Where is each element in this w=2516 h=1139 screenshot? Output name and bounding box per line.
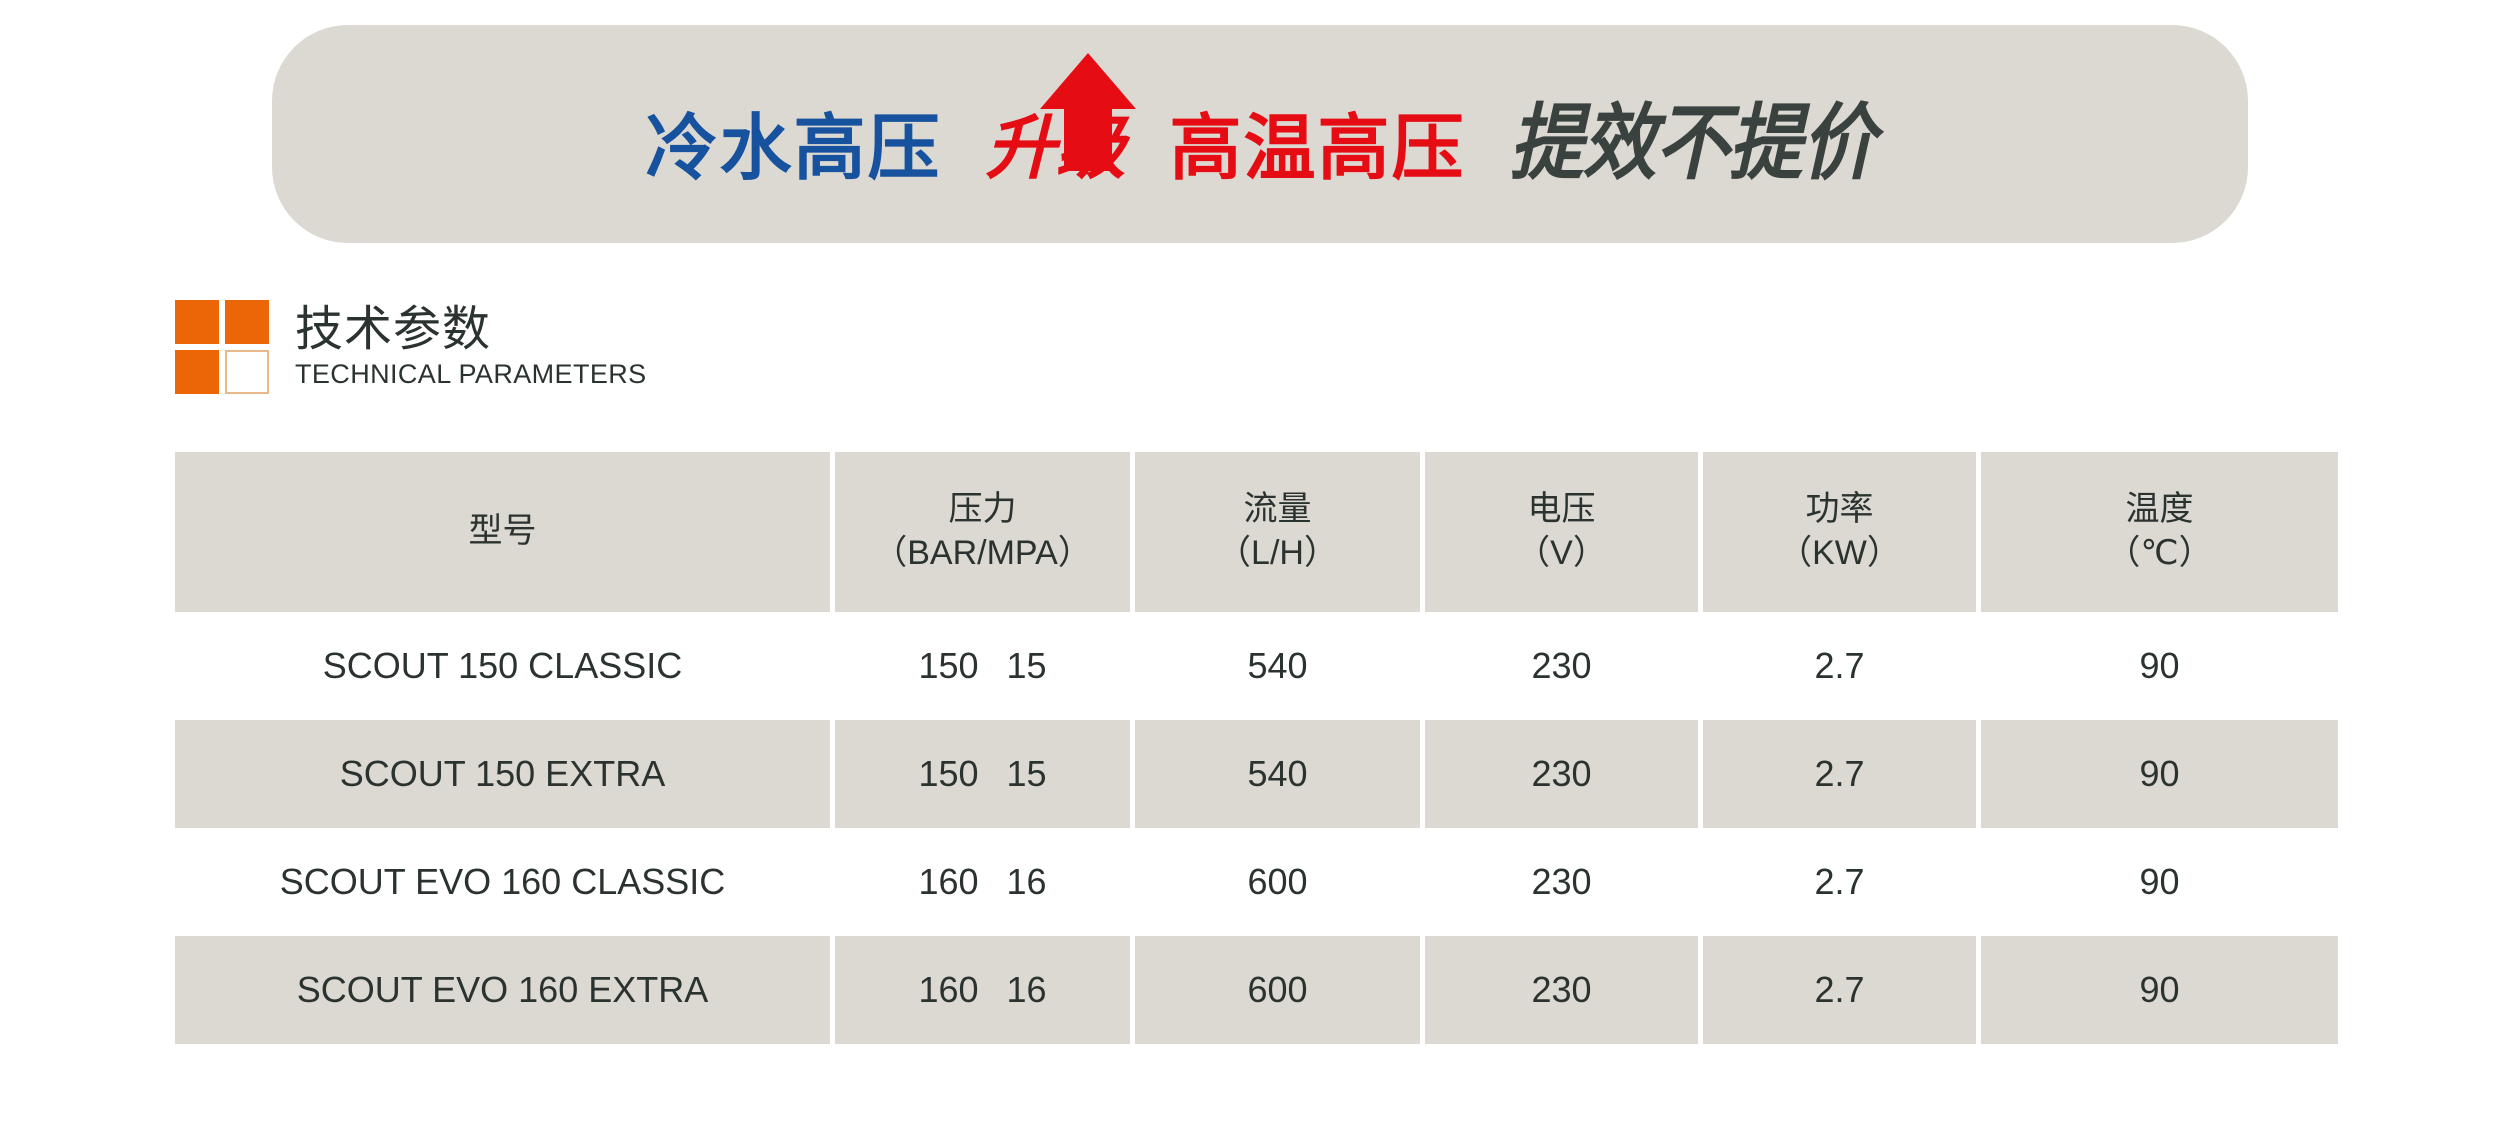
logo-square-top-left xyxy=(175,300,219,344)
banner-text-hot-water: 高温高压 xyxy=(1169,109,1466,189)
cell-voltage: 230 xyxy=(1425,936,1703,1044)
column-header-pressure-line1: 压力 xyxy=(948,490,1017,529)
cell-model: SCOUT 150 EXTRA xyxy=(175,720,835,828)
table-row: SCOUT EVO 160 CLASSIC 160 16 600 230 2.7 … xyxy=(175,828,2338,936)
cell-pressure-bar: 150 xyxy=(918,645,979,686)
banner-text-no-price-increase: 提效不提价 xyxy=(1509,96,1876,190)
column-header-temperature-line1: 温度 xyxy=(2125,490,2194,529)
cell-pressure-mpa: 15 xyxy=(1006,645,1047,686)
section-header-text: 技术参数 TECHNICAL PARAMETERS xyxy=(295,302,647,391)
cell-flow: 540 xyxy=(1135,612,1425,720)
column-header-voltage-line2: （V） xyxy=(1516,534,1607,572)
cell-pressure-mpa: 15 xyxy=(1006,753,1047,794)
cell-temperature: 90 xyxy=(1981,612,2338,720)
promo-banner: 冷水高压 升级 高温高压 提效不提价 xyxy=(272,25,2248,243)
cell-pressure: 150 15 xyxy=(835,612,1135,720)
column-header-power-line1: 功率 xyxy=(1805,490,1874,529)
cell-flow: 540 xyxy=(1135,720,1425,828)
cell-voltage: 230 xyxy=(1425,828,1703,936)
cell-temperature: 90 xyxy=(1981,720,2338,828)
column-header-pressure: 压力 （BAR/MPA） xyxy=(835,452,1135,612)
cell-power: 2.7 xyxy=(1703,612,1981,720)
column-header-pressure-line2: （BAR/MPA） xyxy=(873,534,1092,572)
table-row: SCOUT EVO 160 EXTRA 160 16 600 230 2.7 90 xyxy=(175,936,2338,1044)
cell-pressure: 150 15 xyxy=(835,720,1135,828)
column-header-temperature-line2: （℃） xyxy=(2106,534,2213,572)
cell-power: 2.7 xyxy=(1703,936,1981,1044)
cell-pressure-bar: 160 xyxy=(918,861,979,902)
section-title-en: TECHNICAL PARAMETERS xyxy=(295,359,647,390)
cell-voltage: 230 xyxy=(1425,612,1703,720)
column-header-power: 功率 （KW） xyxy=(1703,452,1981,612)
section-title-cn: 技术参数 xyxy=(295,302,492,356)
cell-pressure-mpa: 16 xyxy=(1006,969,1047,1010)
cell-pressure-mpa: 16 xyxy=(1006,861,1047,902)
column-header-flow: 流量 （L/H） xyxy=(1135,452,1425,612)
cell-temperature: 90 xyxy=(1981,936,2338,1044)
logo-square-bottom-left xyxy=(175,350,219,394)
cell-voltage: 230 xyxy=(1425,720,1703,828)
cell-model: SCOUT 150 CLASSIC xyxy=(175,612,835,720)
column-header-flow-line1: 流量 xyxy=(1243,490,1312,529)
cell-flow: 600 xyxy=(1135,828,1425,936)
cell-pressure-bar: 160 xyxy=(918,969,979,1010)
column-header-model-line1: 型号 xyxy=(468,512,537,551)
table-row: SCOUT 150 CLASSIC 150 15 540 230 2.7 90 xyxy=(175,612,2338,720)
cell-model: SCOUT EVO 160 EXTRA xyxy=(175,936,835,1044)
logo-square-top-right xyxy=(225,300,269,344)
cell-power: 2.7 xyxy=(1703,828,1981,936)
column-header-flow-line2: （L/H） xyxy=(1217,534,1338,572)
table-row: SCOUT 150 EXTRA 150 15 540 230 2.7 90 xyxy=(175,720,2338,828)
section-header: 技术参数 TECHNICAL PARAMETERS xyxy=(175,300,647,394)
cell-flow: 600 xyxy=(1135,936,1425,1044)
logo-square-bottom-right xyxy=(225,350,269,394)
column-header-power-line2: （KW） xyxy=(1778,534,1901,572)
technical-parameters-table: 型号 压力 （BAR/MPA） 流量 （L/H） 电压 （V） 功率 （KW） … xyxy=(175,452,2338,1044)
cell-pressure-bar: 150 xyxy=(918,753,979,794)
cell-pressure: 160 16 xyxy=(835,936,1135,1044)
column-header-voltage-line1: 电压 xyxy=(1527,490,1596,529)
banner-slogan-group: 冷水高压 升级 高温高压 提效不提价 xyxy=(645,53,1876,189)
banner-text-upgrade: 升级 xyxy=(985,111,1126,188)
up-arrow-icon xyxy=(1039,53,1136,171)
column-header-temperature: 温度 （℃） xyxy=(1981,452,2338,612)
banner-text-cold-water: 冷水高压 xyxy=(645,109,942,189)
column-header-voltage: 电压 （V） xyxy=(1425,452,1703,612)
column-header-model: 型号 xyxy=(175,452,835,612)
cell-power: 2.7 xyxy=(1703,720,1981,828)
four-squares-logo-icon xyxy=(175,300,269,394)
cell-pressure: 160 16 xyxy=(835,828,1135,936)
banner-upgrade-group: 升级 xyxy=(986,53,1136,185)
cell-temperature: 90 xyxy=(1981,828,2338,936)
table-header-row: 型号 压力 （BAR/MPA） 流量 （L/H） 电压 （V） 功率 （KW） … xyxy=(175,452,2338,612)
cell-model: SCOUT EVO 160 CLASSIC xyxy=(175,828,835,936)
